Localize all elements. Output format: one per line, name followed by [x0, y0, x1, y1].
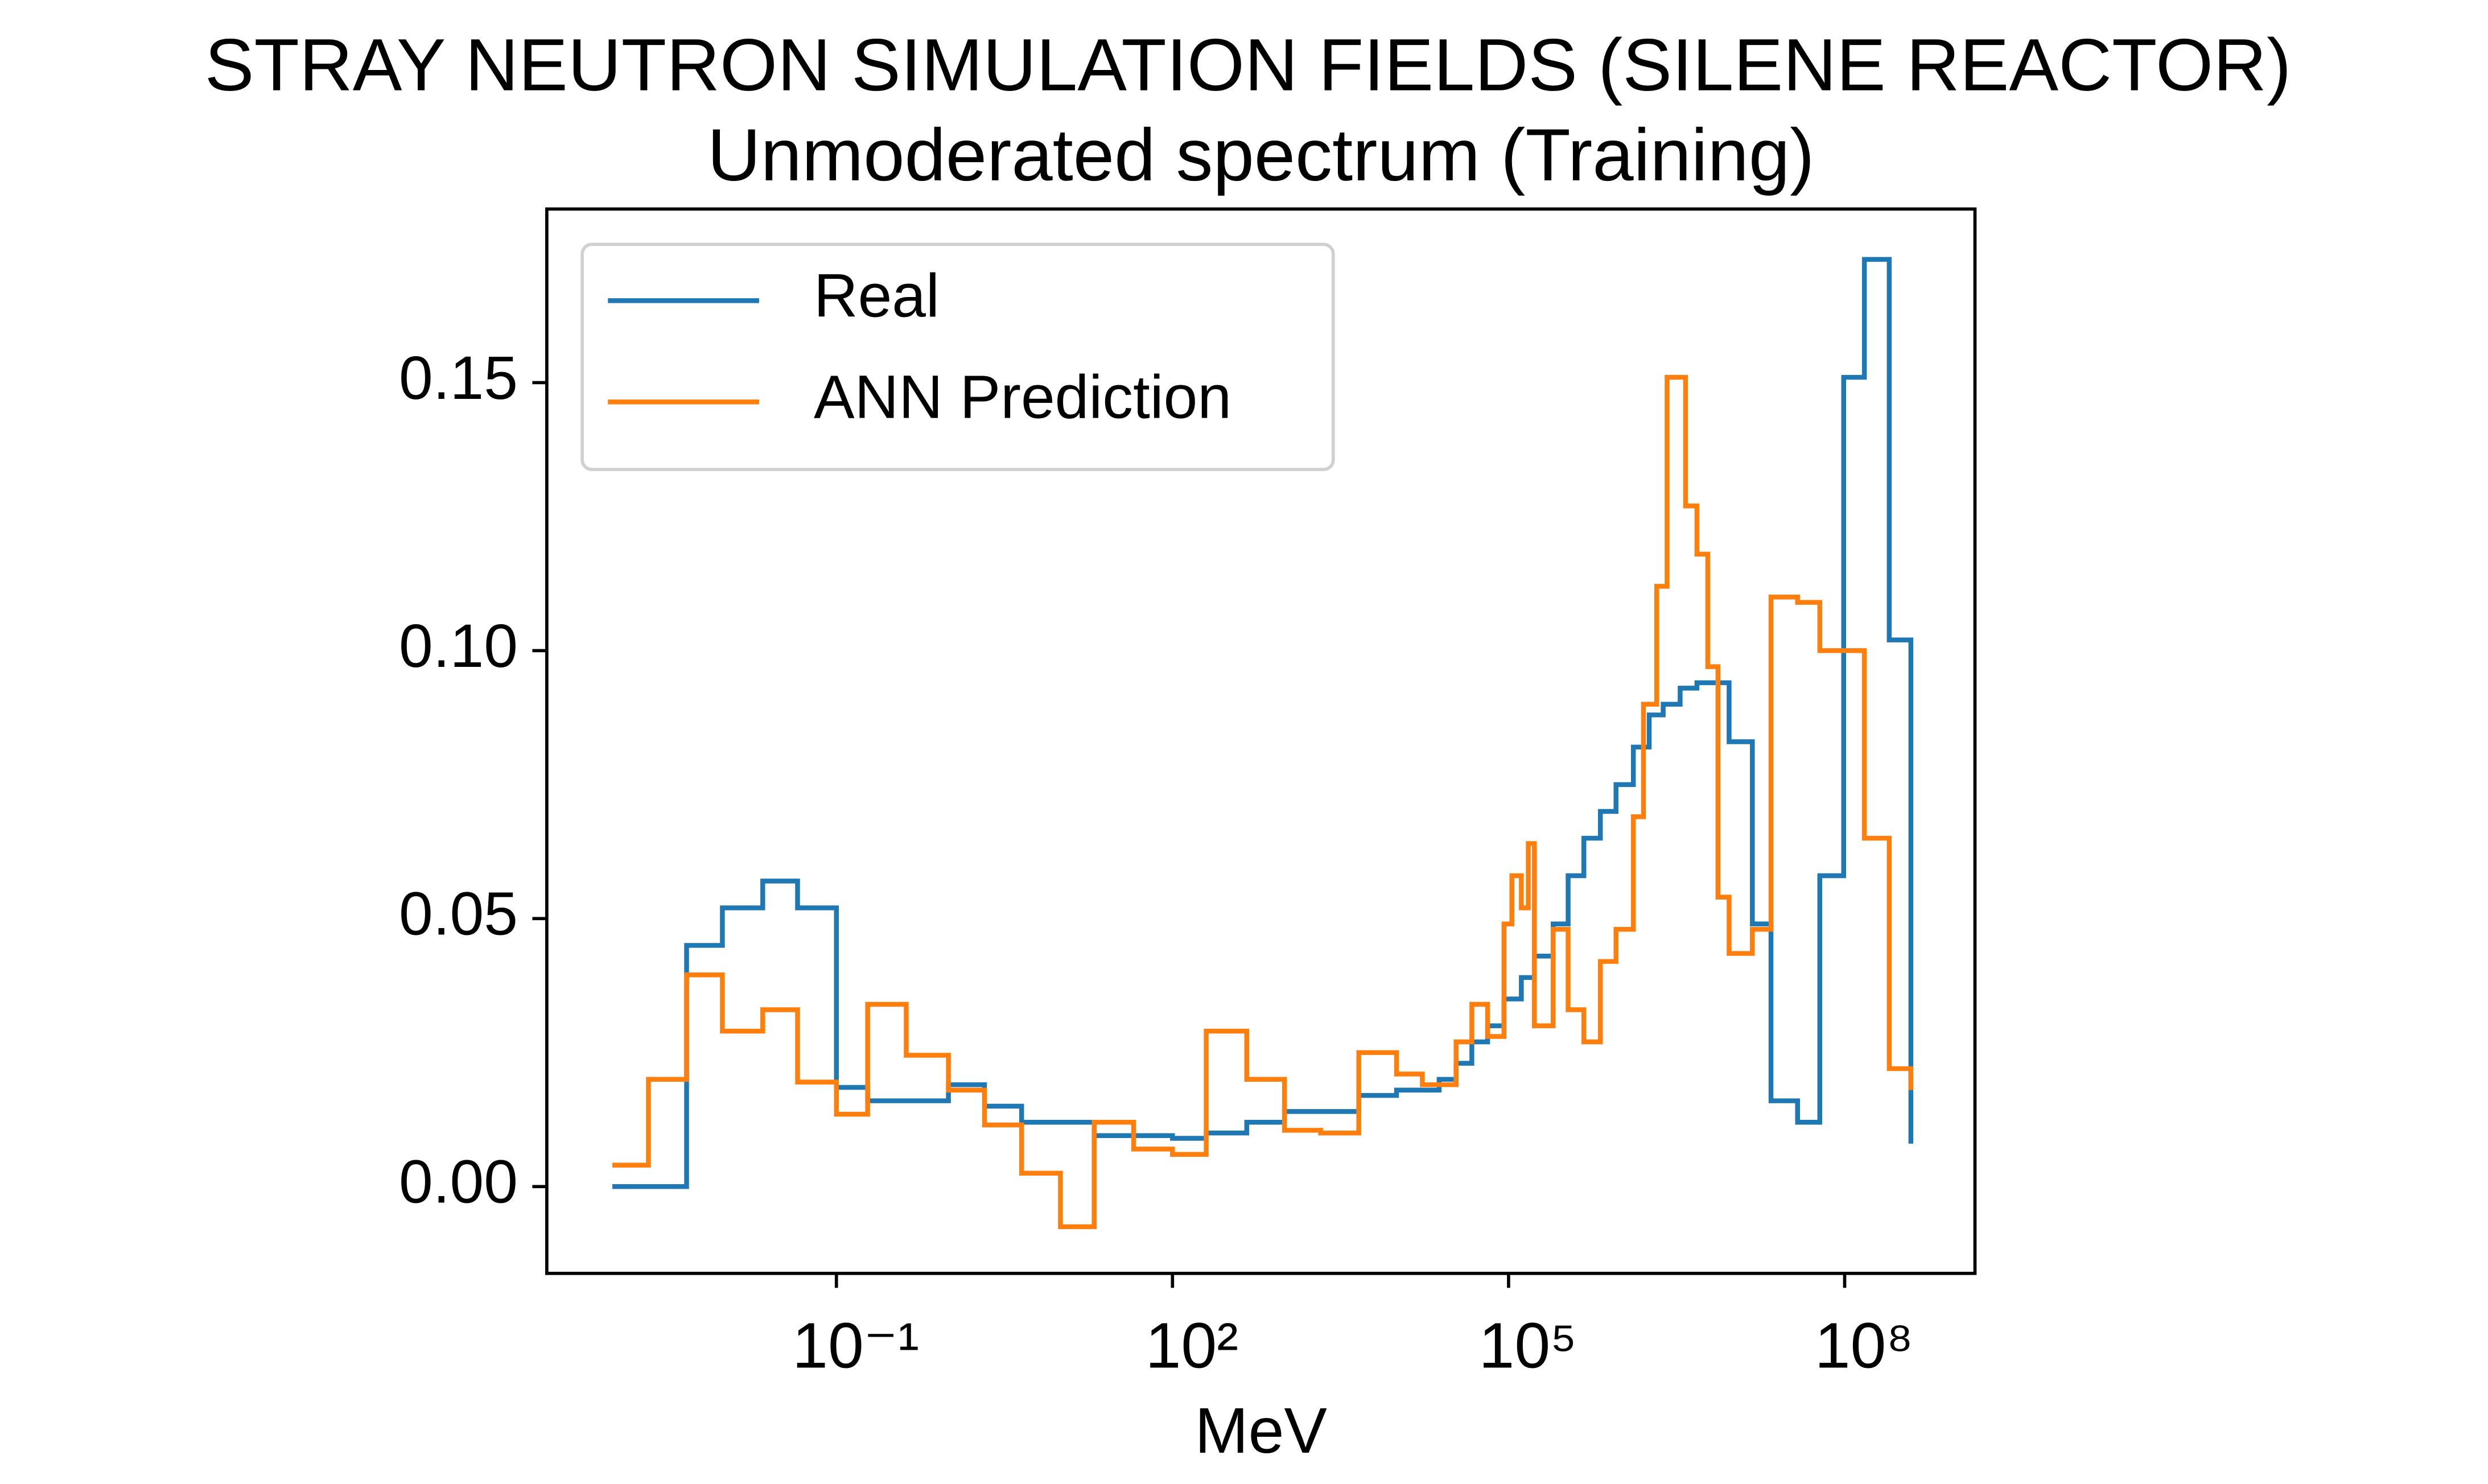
x-tick-label: 10⁻¹	[792, 1309, 919, 1381]
chart-subtitle: Unmoderated spectrum (Training)	[707, 113, 1815, 196]
y-tick-label: 0.00	[399, 1148, 518, 1216]
y-tick-label: 0.10	[399, 612, 518, 680]
legend-box	[580, 242, 1335, 471]
y-tick-label: 0.15	[399, 344, 518, 412]
x-tick-label: 10⁵	[1479, 1309, 1577, 1381]
chart-title: STRAY NEUTRON SIMULATION FIELDS (SILENE …	[205, 23, 2292, 106]
x-tick-label: 10⁸	[1815, 1309, 1913, 1381]
series-line	[612, 374, 1914, 1230]
legend-label: Real	[814, 262, 940, 330]
plot-area: 0.00 0.05 0.10 0.15 10⁻¹ 10² 10⁵ 10⁸ Real ANN Pre…	[399, 207, 1977, 1381]
y-tick-label: 0.05	[399, 880, 518, 948]
axes-frame	[545, 207, 1977, 1275]
x-tick-label: 10²	[1146, 1309, 1238, 1381]
legend-label: ANN Prediction	[814, 363, 1231, 431]
x-axis-label: MeV	[1194, 1395, 1327, 1466]
